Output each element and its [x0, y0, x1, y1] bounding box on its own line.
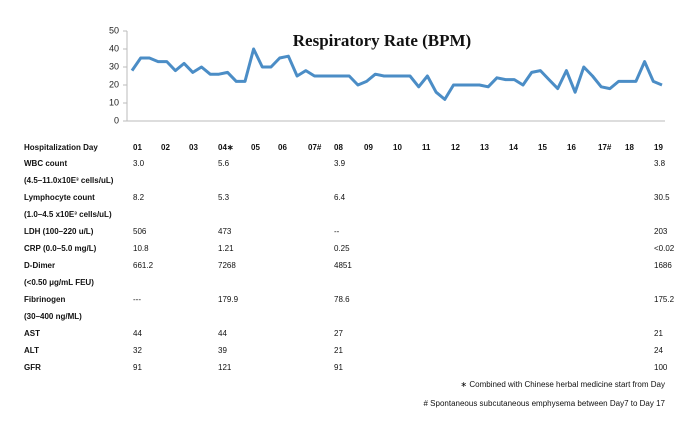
cell: 0.25 [334, 244, 350, 253]
cell: 100 [654, 363, 668, 372]
cell: 3.9 [334, 159, 346, 168]
y-tick-label: 40 [109, 43, 119, 53]
cell: 91 [334, 363, 343, 372]
cell: <0.02 [654, 244, 675, 253]
cell: 7268 [218, 261, 236, 270]
day-header: 04∗ [218, 143, 234, 152]
cell: 121 [218, 363, 232, 372]
day-header: 07# [308, 143, 322, 152]
cell: 5.3 [218, 193, 230, 202]
row-label: Fibrinogen [24, 295, 65, 304]
day-header: 05 [251, 143, 260, 152]
y-tick-label: 20 [109, 79, 119, 89]
cell: 6.4 [334, 193, 346, 202]
footnote: # Spontaneous subcutaneous emphysema bet… [424, 399, 666, 408]
cell: 44 [218, 329, 227, 338]
y-tick-label: 30 [109, 61, 119, 71]
cell: 3.0 [133, 159, 145, 168]
cell: 27 [334, 329, 343, 338]
cell: 661.2 [133, 261, 154, 270]
cell: 24 [654, 346, 663, 355]
day-header: 18 [625, 143, 634, 152]
cell: 10.8 [133, 244, 149, 253]
cell: 203 [654, 227, 668, 236]
day-header: 10 [393, 143, 402, 152]
cell: 91 [133, 363, 142, 372]
cell: 473 [218, 227, 232, 236]
day-header: 09 [364, 143, 373, 152]
day-header: 19 [654, 143, 663, 152]
row-sublabel: (<0.50 μg/mL FEU) [24, 278, 94, 287]
day-header: 13 [480, 143, 489, 152]
cell: 3.8 [654, 159, 666, 168]
row-label: ALT [24, 346, 39, 355]
row-sublabel: (4.5–11.0x10E³ cells/uL) [24, 176, 114, 185]
day-header: 03 [189, 143, 198, 152]
cell: -- [334, 227, 340, 236]
day-header: 11 [422, 143, 431, 152]
row-label: CRP (0.0–5.0 mg/L) [24, 244, 97, 253]
cell: 4851 [334, 261, 352, 270]
day-header: 01 [133, 143, 142, 152]
day-header: 17# [598, 143, 612, 152]
rate-line [130, 47, 663, 101]
row-label: GFR [24, 363, 41, 372]
day-header: 14 [509, 143, 518, 152]
cell: 39 [218, 346, 227, 355]
row-sublabel: (30–400 ng/ML) [24, 312, 82, 321]
day-header: 02 [161, 143, 170, 152]
cell: 5.6 [218, 159, 230, 168]
row-label: LDH (100–220 u/L) [24, 227, 94, 236]
y-tick-label: 0 [114, 115, 119, 125]
cell: --- [133, 295, 141, 304]
cell: 506 [133, 227, 147, 236]
day-header: 16 [567, 143, 576, 152]
cell: 179.9 [218, 295, 239, 304]
day-header: 06 [278, 143, 287, 152]
row-label: AST [24, 329, 40, 338]
y-tick-label: 10 [109, 97, 119, 107]
cell: 21 [334, 346, 343, 355]
row-label: Lymphocyte count [24, 193, 95, 202]
cell: 30.5 [654, 193, 670, 202]
cell: 175.2 [654, 295, 675, 304]
row-label: WBC count [24, 159, 67, 168]
row-sublabel: (1.0–4.5 x10E³ cells/uL) [24, 210, 112, 219]
cell: 1.21 [218, 244, 234, 253]
footnote: ∗ Combined with Chinese herbal medicine … [460, 380, 665, 389]
cell: 21 [654, 329, 663, 338]
row-label: D-Dimer [24, 261, 55, 270]
day-header: 15 [538, 143, 547, 152]
y-tick-label: 50 [109, 25, 119, 35]
cell: 44 [133, 329, 142, 338]
cell: 32 [133, 346, 142, 355]
cell: 8.2 [133, 193, 145, 202]
cell: 78.6 [334, 295, 350, 304]
chart-title: Respiratory Rate (BPM) [293, 31, 471, 50]
header-label: Hospitalization Day [24, 143, 98, 152]
cell: 1686 [654, 261, 672, 270]
day-header: 08 [334, 143, 343, 152]
day-header: 12 [451, 143, 460, 152]
